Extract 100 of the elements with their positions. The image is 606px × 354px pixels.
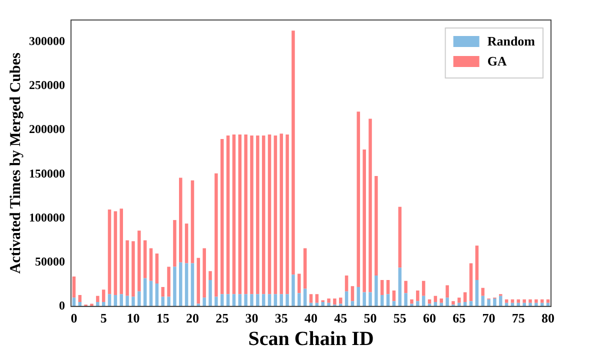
bar	[256, 135, 260, 294]
bar	[114, 211, 118, 295]
bar	[126, 240, 129, 296]
bar	[155, 254, 159, 284]
bar	[440, 298, 443, 303]
bar	[184, 263, 188, 306]
bar	[350, 286, 354, 302]
bar	[339, 298, 342, 304]
y-tick-label: 300000	[29, 34, 65, 48]
bar	[214, 173, 218, 297]
bar	[404, 280, 408, 294]
bar	[398, 268, 402, 306]
bar	[149, 248, 153, 281]
bar	[510, 299, 514, 303]
y-tick-label: 50000	[35, 254, 65, 268]
bar	[440, 302, 443, 306]
bar	[196, 258, 200, 304]
bar	[250, 294, 254, 306]
bar	[244, 134, 248, 294]
x-tick-label: 15	[156, 310, 170, 326]
bar	[132, 241, 135, 297]
bar	[120, 294, 123, 306]
x-tick-label: 25	[216, 310, 230, 326]
y-axis-title: Activated Times by Merged Cubes	[8, 52, 24, 274]
bar	[493, 298, 496, 306]
bar	[72, 276, 76, 298]
bar	[96, 296, 100, 302]
bar	[315, 294, 319, 303]
x-tick-label: 75	[512, 310, 526, 326]
bar	[434, 296, 438, 302]
bar	[167, 296, 170, 306]
x-tick-label: 55	[393, 310, 407, 326]
bar	[138, 291, 141, 306]
bar	[179, 178, 182, 262]
bar	[280, 134, 283, 294]
bar	[161, 287, 164, 297]
bar	[540, 299, 544, 303]
x-tick-label: 50	[364, 310, 377, 326]
bar	[208, 280, 212, 306]
bar	[78, 294, 82, 302]
bar	[96, 302, 100, 306]
bar	[522, 299, 526, 303]
bar	[446, 298, 449, 306]
bar	[274, 135, 278, 294]
y-tick-label: 0	[59, 298, 65, 312]
bar	[202, 298, 206, 306]
bar	[298, 293, 301, 306]
bar	[220, 138, 224, 294]
bar	[481, 288, 484, 296]
bar	[392, 290, 396, 302]
bar	[386, 280, 390, 294]
y-tick-label: 200000	[29, 122, 65, 136]
x-tick-label: 10	[126, 310, 140, 326]
bar	[422, 280, 426, 296]
bar	[132, 296, 135, 306]
bar	[303, 248, 307, 289]
bar	[344, 276, 348, 292]
bar	[250, 135, 254, 294]
bar	[410, 299, 414, 304]
bar	[458, 298, 461, 303]
x-tick-label: 35	[274, 310, 288, 326]
x-tick-label: 40	[304, 310, 318, 326]
bar	[374, 176, 378, 276]
bar	[167, 266, 170, 297]
bar	[161, 296, 164, 306]
bar	[256, 294, 260, 306]
bar	[126, 296, 129, 306]
bar	[368, 118, 372, 292]
bar	[534, 299, 538, 303]
bar	[416, 290, 420, 302]
bar	[102, 290, 106, 302]
bar	[522, 302, 526, 306]
bar	[280, 294, 283, 306]
x-tick-label: 30	[245, 310, 258, 326]
bar	[286, 134, 289, 294]
x-tick-label: 20	[186, 310, 199, 326]
bar	[374, 276, 378, 306]
bar	[190, 180, 194, 264]
bar	[232, 134, 236, 294]
bar	[487, 299, 490, 306]
bar	[469, 263, 473, 302]
bar	[356, 112, 360, 288]
x-tick-label: 0	[70, 310, 78, 326]
bar	[362, 292, 366, 306]
bar	[173, 220, 176, 267]
bar	[226, 135, 230, 294]
bar	[380, 280, 384, 295]
bar	[327, 302, 330, 306]
legend-label: Random	[487, 33, 536, 48]
bar	[292, 274, 295, 306]
bar	[321, 302, 324, 306]
bar	[238, 134, 242, 294]
bar	[528, 302, 532, 306]
bar	[475, 280, 479, 306]
bar	[504, 299, 508, 303]
bar	[184, 224, 188, 264]
bar	[143, 278, 147, 306]
bar	[208, 271, 212, 280]
bar	[458, 302, 461, 306]
bar	[404, 293, 408, 306]
